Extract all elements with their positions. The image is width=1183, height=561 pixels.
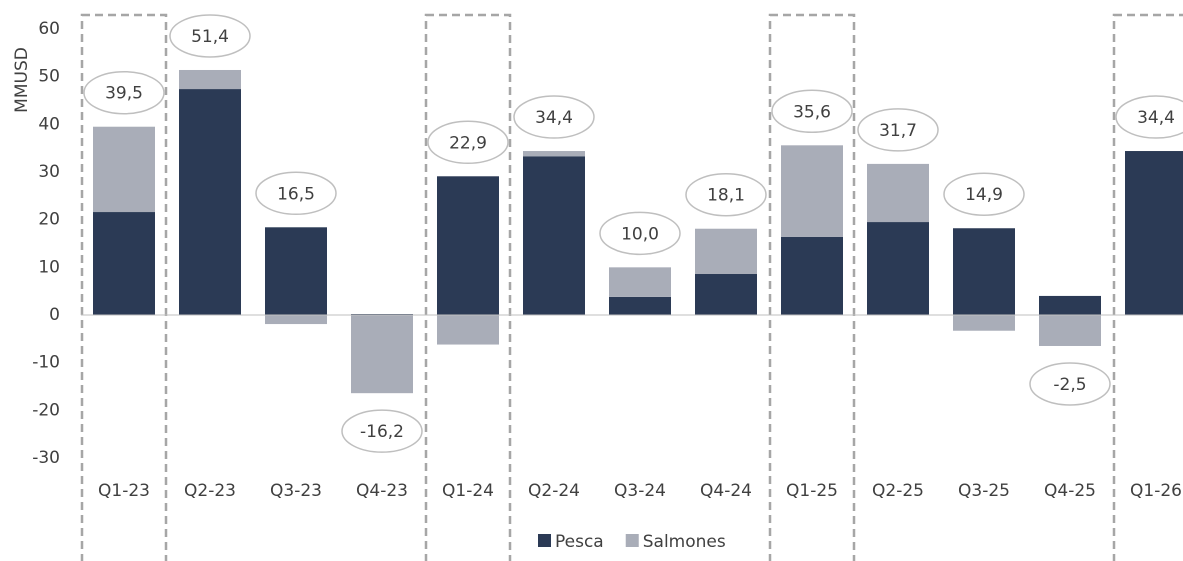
total-label: 22,9 — [449, 133, 487, 153]
total-label-bubble — [857, 108, 939, 152]
total-label: 35,6 — [793, 102, 831, 122]
total-label: -16,2 — [360, 422, 404, 442]
y-tick-label: 0 — [49, 305, 60, 325]
x-tick-label: Q2-24 — [528, 481, 580, 501]
bar — [523, 151, 585, 157]
bar — [437, 315, 499, 345]
total-label-bubble — [1029, 362, 1111, 406]
bar — [437, 176, 499, 315]
x-tick-label: Q4-23 — [356, 481, 408, 501]
total-label: -2,5 — [1053, 375, 1086, 395]
total-label-bubble — [513, 95, 595, 139]
total-label-bubble — [255, 171, 337, 216]
highlight-box — [424, 13, 512, 561]
total-label-bubble — [1115, 95, 1183, 139]
y-tick-label: 20 — [38, 210, 60, 230]
bar — [953, 315, 1015, 331]
total-label: 14,9 — [965, 185, 1003, 205]
x-tick-label: Q1-23 — [98, 481, 150, 501]
bar — [265, 315, 327, 325]
legend-label: Pesca — [555, 532, 604, 552]
total-label-bubble — [83, 70, 165, 115]
total-label-bubble — [169, 14, 251, 58]
bar — [1039, 315, 1101, 346]
y-tick-label: -20 — [32, 400, 60, 420]
total-label-bubble — [427, 120, 509, 165]
bar — [93, 126, 155, 213]
bar — [93, 212, 155, 315]
bar — [781, 145, 843, 237]
y-tick-label: -10 — [32, 353, 60, 373]
highlight-box — [80, 13, 168, 561]
bar — [867, 222, 929, 315]
y-tick-label: 10 — [38, 257, 60, 277]
total-label: 31,7 — [879, 121, 917, 141]
y-tick-label: 30 — [38, 162, 60, 182]
x-tick-label: Q4-24 — [700, 481, 752, 501]
bar — [265, 227, 327, 315]
bar — [609, 267, 671, 297]
bar — [179, 69, 241, 90]
y-tick-label: 50 — [38, 67, 60, 87]
highlight-box — [768, 13, 856, 561]
x-tick-label: Q2-25 — [872, 481, 924, 501]
legend-label: Salmones — [643, 532, 726, 552]
total-label: 34,4 — [535, 108, 573, 128]
bar — [695, 228, 757, 275]
bar — [1039, 295, 1101, 315]
y-tick-label: 60 — [38, 19, 60, 39]
legend-swatch — [625, 534, 639, 547]
total-label-bubble — [943, 172, 1025, 216]
bar — [351, 315, 413, 394]
bar — [953, 228, 1015, 315]
highlight-box — [1112, 13, 1183, 561]
bar — [609, 296, 671, 315]
total-label: 51,4 — [191, 27, 229, 47]
total-label: 10,0 — [621, 224, 659, 244]
total-label: 39,5 — [105, 84, 143, 104]
total-label-bubble — [685, 172, 767, 217]
y-axis-label: MMUSD — [12, 47, 32, 113]
legend-swatch — [538, 534, 551, 547]
bar — [781, 236, 843, 315]
x-tick-label: Q3-25 — [958, 481, 1010, 501]
x-tick-label: Q1-24 — [442, 481, 494, 501]
total-label: 18,1 — [707, 186, 745, 206]
x-tick-label: Q3-24 — [614, 481, 666, 501]
y-tick-label: -30 — [32, 448, 60, 468]
x-tick-label: Q1-26 — [1130, 481, 1182, 501]
total-label: 16,5 — [277, 184, 315, 204]
total-label-bubble — [341, 409, 423, 453]
bar — [523, 156, 585, 315]
total-label-bubble — [771, 89, 853, 134]
total-label-bubble — [599, 211, 681, 256]
bar — [867, 163, 929, 223]
y-tick-label: 40 — [38, 114, 60, 134]
x-tick-label: Q2-23 — [184, 481, 236, 501]
x-tick-label: Q1-25 — [786, 481, 838, 501]
bar — [179, 89, 241, 315]
x-tick-label: Q4-25 — [1044, 481, 1096, 501]
bar — [1125, 151, 1183, 315]
total-label: 34,4 — [1137, 108, 1175, 128]
x-tick-label: Q3-23 — [270, 481, 322, 501]
bar — [695, 274, 757, 315]
